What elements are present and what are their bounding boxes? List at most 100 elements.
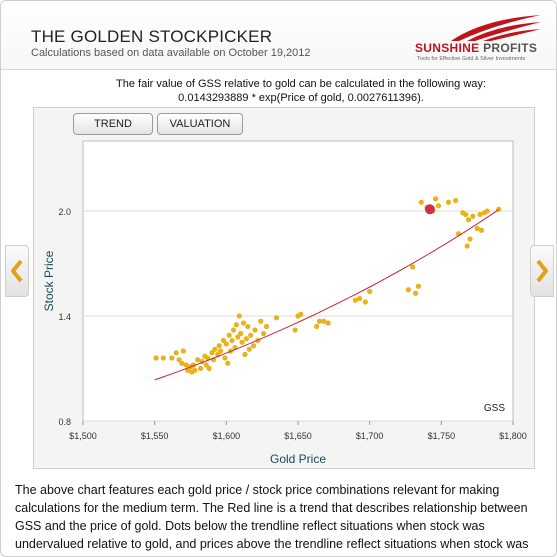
data-point (192, 367, 198, 373)
sun-rays-icon (451, 15, 541, 41)
data-point (433, 196, 439, 202)
data-point (261, 330, 267, 337)
data-point (465, 217, 472, 223)
y-tick-label: 1.4 (58, 312, 71, 322)
data-point (252, 327, 258, 333)
data-point (362, 299, 368, 305)
data-point (248, 332, 254, 338)
x-tick-label: $1,600 (213, 431, 241, 441)
data-point (205, 355, 211, 361)
y-tick-label: 2.0 (58, 207, 71, 217)
logo-tagline: Tools for Effective Gold & Silver Invest… (417, 56, 526, 62)
x-axis-label: Gold Price (270, 452, 326, 466)
sunshine-profits-logo: SUNSHINE PROFITS Tools for Effective Gol… (413, 13, 543, 65)
data-point (478, 227, 485, 233)
trend-line (154, 209, 499, 381)
data-point (233, 322, 239, 328)
data-point (357, 295, 363, 302)
data-point (223, 341, 229, 347)
data-point (325, 320, 331, 326)
data-point (367, 288, 373, 295)
data-point (477, 211, 483, 218)
data-point (405, 287, 411, 293)
x-tick-label: $1,650 (284, 431, 312, 441)
data-point (292, 327, 298, 333)
x-tick-label: $1,750 (428, 431, 456, 441)
formula-line-2: 0.0143293889 * exp(Price of gold, 0.0027… (178, 92, 424, 104)
next-button[interactable] (530, 245, 554, 297)
data-point (273, 315, 280, 321)
data-point (242, 351, 248, 358)
data-point (418, 199, 424, 205)
data-point (250, 343, 257, 349)
data-point (226, 332, 232, 338)
data-point (415, 283, 421, 289)
data-point (173, 350, 179, 356)
data-point (239, 339, 245, 345)
prev-button[interactable] (5, 245, 29, 297)
data-point (216, 343, 222, 349)
current-point (424, 204, 435, 215)
data-point (225, 360, 231, 366)
data-point (352, 297, 358, 303)
header: THE GOLDEN STOCKPICKER Calculations base… (1, 1, 556, 70)
x-tick-label: $1,550 (141, 431, 169, 441)
logo-brand-2: PROFITS (483, 41, 538, 55)
data-point (321, 318, 327, 324)
x-tick-label: $1,800 (499, 431, 527, 441)
data-point (230, 327, 237, 333)
data-point (197, 365, 204, 372)
x-tick-label: $1,500 (69, 431, 97, 441)
data-point (236, 313, 242, 319)
data-point (153, 355, 159, 361)
data-point (484, 208, 490, 214)
tab-valuation[interactable]: VALUATION (157, 113, 243, 135)
data-point (195, 357, 201, 363)
data-point (314, 323, 320, 330)
data-point (220, 337, 227, 344)
data-point (410, 264, 416, 270)
data-point (453, 197, 459, 204)
tab-trend[interactable]: TREND (73, 113, 153, 135)
data-point (412, 290, 419, 296)
data-point (235, 334, 241, 340)
data-point (209, 350, 215, 356)
chevron-right-icon (536, 259, 548, 283)
data-point (463, 211, 469, 218)
data-point (470, 213, 476, 219)
data-point (212, 346, 218, 352)
logo-brand-1: SUNSHINE (415, 41, 480, 55)
data-point (246, 346, 252, 352)
scatter-chart: 0.8 1.4 2.0 $1,500 $1,550 $1,600 $1,650 $1,700 $… (42, 140, 527, 466)
formula-line-1: The fair value of GSS relative to gold c… (116, 78, 486, 90)
data-point (183, 362, 189, 368)
data-point (298, 311, 304, 317)
data-point (169, 355, 175, 361)
data-point (467, 236, 473, 242)
plot-area (82, 140, 514, 422)
data-point (445, 199, 452, 205)
data-point (464, 243, 470, 249)
y-axis-label: Stock Price (42, 250, 56, 311)
data-point (206, 365, 212, 372)
data-point (203, 362, 209, 368)
data-point (243, 336, 249, 342)
formula-text: The fair value of GSS relative to gold c… (61, 77, 541, 105)
page-title: THE GOLDEN STOCKPICKER (31, 27, 273, 46)
data-point (258, 318, 264, 324)
page-subtitle: Calculations based on data available on … (31, 47, 311, 59)
data-point (263, 323, 270, 330)
data-point (240, 320, 247, 326)
x-tick-label: $1,700 (356, 431, 384, 441)
chevron-left-icon (11, 259, 23, 283)
data-point (474, 225, 480, 232)
data-point (316, 318, 323, 324)
data-point (180, 348, 186, 354)
data-point (435, 203, 442, 209)
data-point (245, 323, 251, 330)
data-point (238, 330, 244, 337)
data-point (218, 348, 224, 354)
data-point (179, 360, 185, 366)
chart-description: The above chart features each gold price… (15, 483, 529, 556)
